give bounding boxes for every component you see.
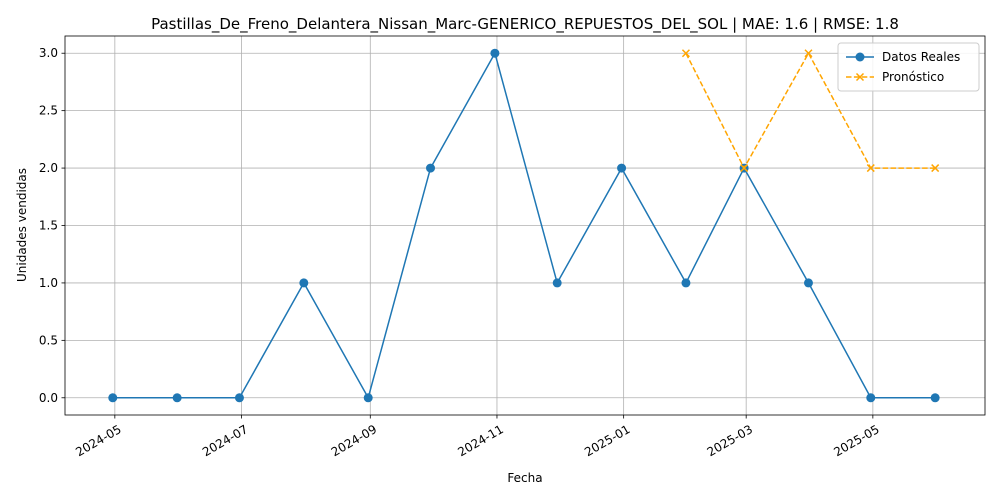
data-point (681, 278, 691, 288)
y-tick-label: 0.5 (39, 333, 58, 347)
data-point (930, 393, 940, 403)
data-point (490, 48, 500, 58)
x-axis-label: Fecha (507, 471, 542, 485)
data-point (108, 393, 118, 403)
y-tick-label: 2.0 (39, 161, 58, 175)
grid (65, 36, 985, 415)
y-tick-label: 1.0 (39, 276, 58, 290)
data-point (299, 278, 309, 288)
data-point (803, 278, 813, 288)
data-point (617, 163, 627, 173)
legend-box (837, 42, 980, 92)
y-tick-label: 1.5 (39, 219, 58, 233)
data-point (172, 393, 182, 403)
data-point (426, 163, 436, 173)
y-tick-label: 3.0 (39, 46, 58, 60)
legend-marker-real (855, 52, 865, 62)
legend-label-real: Datos Reales (882, 50, 960, 64)
data-point (552, 278, 562, 288)
y-tick-label: 2.5 (39, 104, 58, 118)
legend-label-forecast: Pronóstico (882, 70, 944, 84)
data-point (866, 393, 876, 403)
legend: Datos Reales Pronóstico (837, 42, 980, 92)
forecast-point (866, 164, 875, 173)
data-point (363, 393, 373, 403)
series-layer (108, 48, 940, 403)
forecast-point (681, 49, 690, 58)
series-line-0 (112, 52, 936, 399)
y-tick-label: 0.0 (39, 391, 58, 405)
series-line-1 (685, 52, 936, 169)
forecast-point (804, 49, 813, 58)
y-axis-ticks: 0.0 0.5 1.0 1.5 2.0 2.5 3.0 (39, 46, 65, 405)
y-axis-label: Unidades vendidas (15, 168, 29, 282)
forecast-point (740, 164, 749, 173)
legend-marker-forecast (855, 72, 865, 82)
forecast-point (931, 164, 940, 173)
data-point (234, 393, 244, 403)
chart-title: Pastillas_De_Freno_Delantera_Nissan_Marc… (151, 15, 899, 34)
